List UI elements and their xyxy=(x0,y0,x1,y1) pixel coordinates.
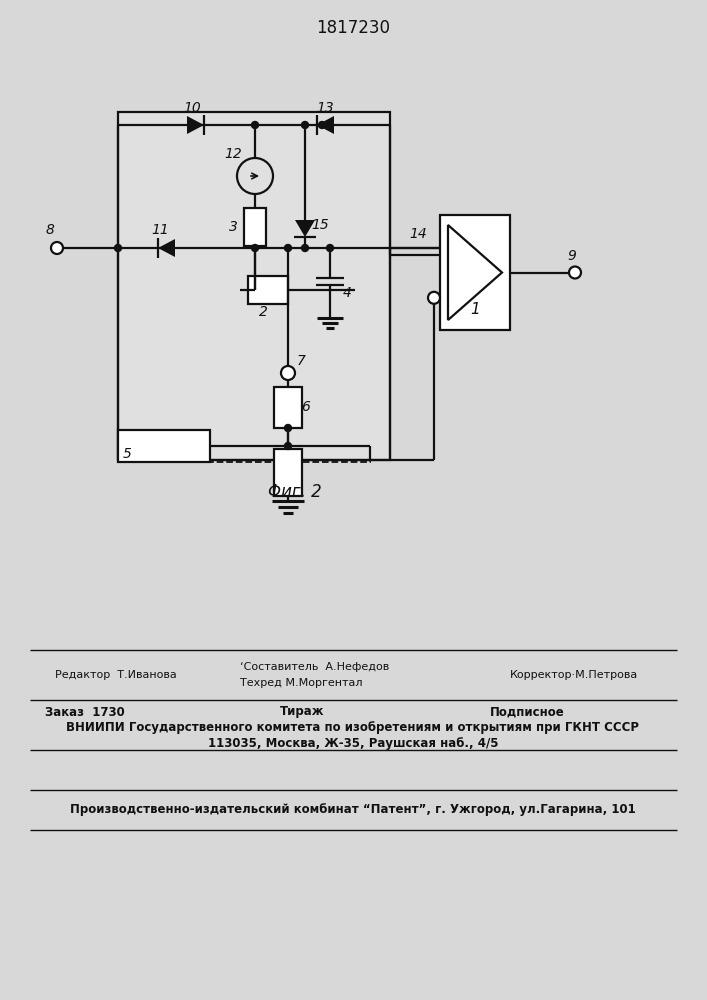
Polygon shape xyxy=(158,239,175,257)
Circle shape xyxy=(51,242,63,254)
Polygon shape xyxy=(295,220,315,237)
Text: Заказ  1730: Заказ 1730 xyxy=(45,706,124,718)
Text: 2: 2 xyxy=(259,305,267,319)
Circle shape xyxy=(115,244,122,251)
Text: 14: 14 xyxy=(409,227,427,241)
Circle shape xyxy=(281,366,295,380)
Circle shape xyxy=(301,244,308,251)
Bar xyxy=(274,449,302,496)
Circle shape xyxy=(301,121,308,128)
Bar xyxy=(235,255,360,335)
Circle shape xyxy=(252,121,259,128)
Text: 4: 4 xyxy=(343,286,351,300)
Bar xyxy=(248,276,288,304)
Text: Производственно-издательский комбинат “Патент”, г. Ужгород, ул.Гагарина, 101: Производственно-издательский комбинат “П… xyxy=(70,804,636,816)
Bar xyxy=(274,387,302,428)
Circle shape xyxy=(284,244,291,251)
Text: Корректор·М.Петрова: Корректор·М.Петрова xyxy=(510,670,638,680)
Text: ВНИИПИ Государственного комитета по изобретениям и открытиям при ГКНТ СССР: ВНИИПИ Государственного комитета по изоб… xyxy=(66,722,640,734)
Bar xyxy=(440,215,510,330)
Bar xyxy=(118,430,210,462)
Text: Редактор  Т.Иванова: Редактор Т.Иванова xyxy=(55,670,177,680)
Text: Тираж: Тираж xyxy=(280,706,325,718)
Circle shape xyxy=(318,121,325,128)
Text: 5: 5 xyxy=(123,447,132,461)
Bar xyxy=(118,112,390,460)
Text: 12: 12 xyxy=(224,147,242,161)
Text: 8: 8 xyxy=(45,223,54,237)
Polygon shape xyxy=(187,116,204,134)
Circle shape xyxy=(428,292,440,304)
Text: 15: 15 xyxy=(311,218,329,232)
Circle shape xyxy=(252,244,259,251)
Text: 113035, Москва, Ж-35, Раушская наб., 4/5: 113035, Москва, Ж-35, Раушская наб., 4/5 xyxy=(208,738,498,750)
Text: Φиг. 2: Φиг. 2 xyxy=(268,483,322,501)
Text: 13: 13 xyxy=(316,101,334,115)
Text: ‘Составитель  А.Нефедов: ‘Составитель А.Нефедов xyxy=(240,662,390,672)
Text: Подписное: Подписное xyxy=(490,706,565,718)
Circle shape xyxy=(327,244,334,251)
Circle shape xyxy=(569,266,581,278)
Polygon shape xyxy=(317,116,334,134)
Bar xyxy=(153,434,197,458)
Text: 10: 10 xyxy=(183,101,201,115)
Bar xyxy=(118,430,370,462)
Bar xyxy=(244,208,266,246)
Text: 1: 1 xyxy=(470,302,480,318)
Circle shape xyxy=(284,424,291,432)
Text: 6: 6 xyxy=(302,400,310,414)
Circle shape xyxy=(284,442,291,450)
Text: 9: 9 xyxy=(568,248,576,262)
Text: Техред М.Моргентал: Техред М.Моргентал xyxy=(240,678,363,688)
Text: 7: 7 xyxy=(296,354,305,368)
Text: 11: 11 xyxy=(151,223,169,237)
Text: 1817230: 1817230 xyxy=(316,19,390,37)
Text: 3: 3 xyxy=(228,220,238,234)
